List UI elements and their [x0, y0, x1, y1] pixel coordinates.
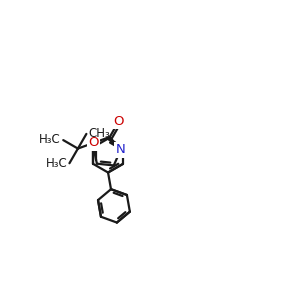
- Text: N: N: [116, 143, 125, 157]
- Text: O: O: [114, 115, 124, 128]
- Text: H₃C: H₃C: [45, 157, 67, 170]
- Text: O: O: [88, 136, 99, 149]
- Text: CH₃: CH₃: [89, 127, 110, 140]
- Text: H₃C: H₃C: [39, 133, 61, 146]
